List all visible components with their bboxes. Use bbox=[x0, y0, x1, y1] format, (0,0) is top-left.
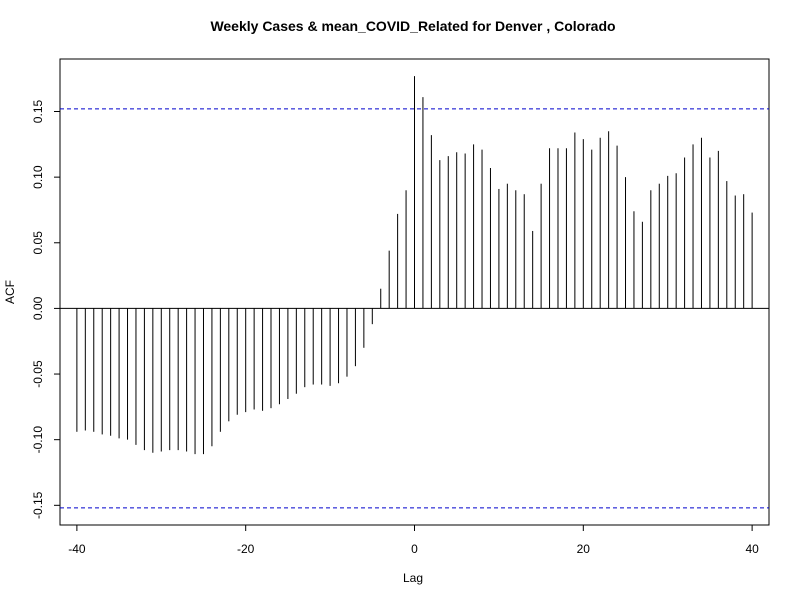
y-axis: -0.15 -0.10 -0.05 0.00 0.05 0.10 0.15 bbox=[31, 100, 61, 519]
x-axis: -40 -20 0 20 40 bbox=[68, 524, 759, 556]
y-tick-label: -0.05 bbox=[31, 360, 45, 388]
x-axis-label: Lag bbox=[403, 571, 423, 585]
x-tick-label: 40 bbox=[745, 542, 759, 556]
y-axis-label: ACF bbox=[3, 280, 17, 304]
x-tick-label: 0 bbox=[411, 542, 418, 556]
y-tick-label: -0.15 bbox=[31, 491, 45, 519]
y-tick-label: 0.10 bbox=[31, 165, 45, 189]
acf-stems bbox=[76, 76, 753, 455]
y-tick-label: 0.05 bbox=[31, 231, 45, 255]
x-tick-label: 20 bbox=[577, 542, 591, 556]
y-tick-label: 0.00 bbox=[31, 296, 45, 320]
chart-title: Weekly Cases & mean_COVID_Related for De… bbox=[210, 18, 615, 34]
y-tick-label: -0.10 bbox=[31, 426, 45, 454]
confidence-bounds bbox=[60, 108, 769, 509]
x-tick-label: -40 bbox=[68, 542, 86, 556]
x-tick-label: -20 bbox=[237, 542, 255, 556]
y-tick-label: 0.15 bbox=[31, 100, 45, 124]
